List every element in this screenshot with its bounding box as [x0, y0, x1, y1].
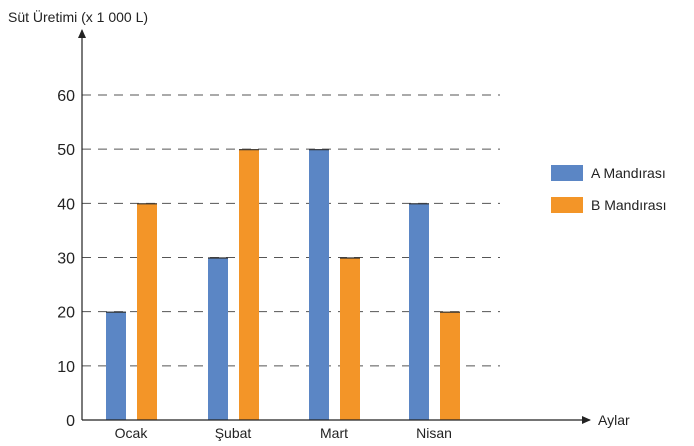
bar-a-şubat [208, 257, 228, 420]
y-tick-label: 60 [57, 88, 75, 105]
y-tick-label: 10 [57, 359, 75, 376]
legend-label: A Mandırası [591, 165, 666, 181]
x-tick-label: Mart [320, 425, 348, 441]
x-tick-label: Ocak [115, 425, 149, 441]
bar-a-mart [309, 149, 329, 420]
bar-b-şubat [239, 149, 259, 420]
bar-b-mart [340, 257, 360, 420]
legend-swatch [551, 197, 583, 213]
y-tick-label: 0 [66, 413, 75, 430]
legend: A Mandırası B Mandırası [551, 165, 666, 213]
x-tick-label: Nisan [416, 425, 452, 441]
x-tick-label: Şubat [215, 425, 252, 441]
legend-swatch [551, 165, 583, 181]
bar-a-ocak [106, 311, 126, 420]
y-axis-title: Süt Üretimi (x 1 000 L) [8, 8, 148, 25]
y-tick-label: 40 [57, 196, 75, 213]
legend-label: B Mandırası [591, 197, 666, 213]
y-tick-label: 30 [57, 251, 75, 268]
y-tick-labels: 0 10 20 30 40 50 60 [57, 88, 75, 430]
y-tick-label: 20 [57, 305, 75, 322]
x-tick-labels: Ocak Şubat Mart Nisan [115, 425, 452, 441]
bar-b-ocak [137, 203, 157, 420]
y-tick-label: 50 [57, 142, 75, 159]
bar-a-nisan [409, 203, 429, 420]
x-axis-title: Aylar [598, 412, 630, 428]
bar-b-nisan [440, 311, 460, 420]
bars [106, 149, 460, 420]
